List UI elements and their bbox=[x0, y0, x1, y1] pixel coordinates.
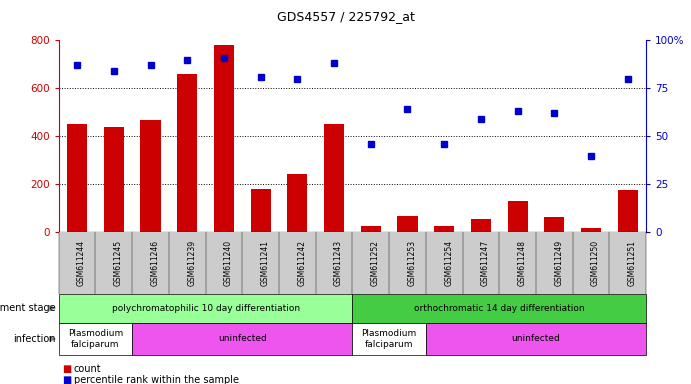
Bar bbox=[581, 227, 601, 232]
Bar bbox=[324, 124, 344, 232]
Bar bbox=[104, 127, 124, 232]
Text: polychromatophilic 10 day differentiation: polychromatophilic 10 day differentiatio… bbox=[111, 304, 300, 313]
Text: GSM611252: GSM611252 bbox=[371, 240, 380, 286]
Text: GSM611244: GSM611244 bbox=[77, 240, 86, 286]
Text: GSM611253: GSM611253 bbox=[408, 240, 417, 286]
Text: GSM611243: GSM611243 bbox=[334, 240, 343, 286]
Text: development stage: development stage bbox=[0, 303, 55, 313]
Text: GSM611245: GSM611245 bbox=[114, 240, 123, 286]
Bar bbox=[434, 226, 454, 232]
Text: GSM611240: GSM611240 bbox=[224, 240, 233, 286]
Bar bbox=[471, 219, 491, 232]
Text: GSM611242: GSM611242 bbox=[297, 240, 306, 286]
Text: GSM611250: GSM611250 bbox=[591, 240, 600, 286]
Text: Plasmodium
falciparum: Plasmodium falciparum bbox=[68, 329, 123, 349]
Text: uninfected: uninfected bbox=[218, 334, 267, 343]
Text: GSM611246: GSM611246 bbox=[151, 240, 160, 286]
Text: infection: infection bbox=[12, 334, 55, 344]
Bar bbox=[214, 45, 234, 232]
Text: GSM611249: GSM611249 bbox=[554, 240, 563, 286]
Text: GDS4557 / 225792_at: GDS4557 / 225792_at bbox=[276, 10, 415, 23]
Text: GSM611239: GSM611239 bbox=[187, 240, 196, 286]
Bar bbox=[618, 190, 638, 232]
Text: orthochromatic 14 day differentiation: orthochromatic 14 day differentiation bbox=[414, 304, 585, 313]
Bar bbox=[397, 215, 417, 232]
Text: uninfected: uninfected bbox=[511, 334, 560, 343]
Text: ■: ■ bbox=[62, 375, 71, 384]
Bar bbox=[251, 189, 271, 232]
Text: GSM611251: GSM611251 bbox=[627, 240, 636, 286]
Bar bbox=[545, 217, 565, 232]
Text: ■: ■ bbox=[62, 364, 71, 374]
Text: percentile rank within the sample: percentile rank within the sample bbox=[74, 375, 239, 384]
Text: GSM611248: GSM611248 bbox=[518, 240, 527, 286]
Text: Plasmodium
falciparum: Plasmodium falciparum bbox=[361, 329, 417, 349]
Bar bbox=[67, 124, 87, 232]
Bar bbox=[507, 201, 528, 232]
Bar bbox=[140, 119, 160, 232]
Text: GSM611241: GSM611241 bbox=[261, 240, 269, 286]
Text: GSM611247: GSM611247 bbox=[481, 240, 490, 286]
Text: count: count bbox=[74, 364, 102, 374]
Bar bbox=[287, 174, 307, 232]
Bar bbox=[177, 74, 198, 232]
Text: GSM611254: GSM611254 bbox=[444, 240, 453, 286]
Bar bbox=[361, 226, 381, 232]
